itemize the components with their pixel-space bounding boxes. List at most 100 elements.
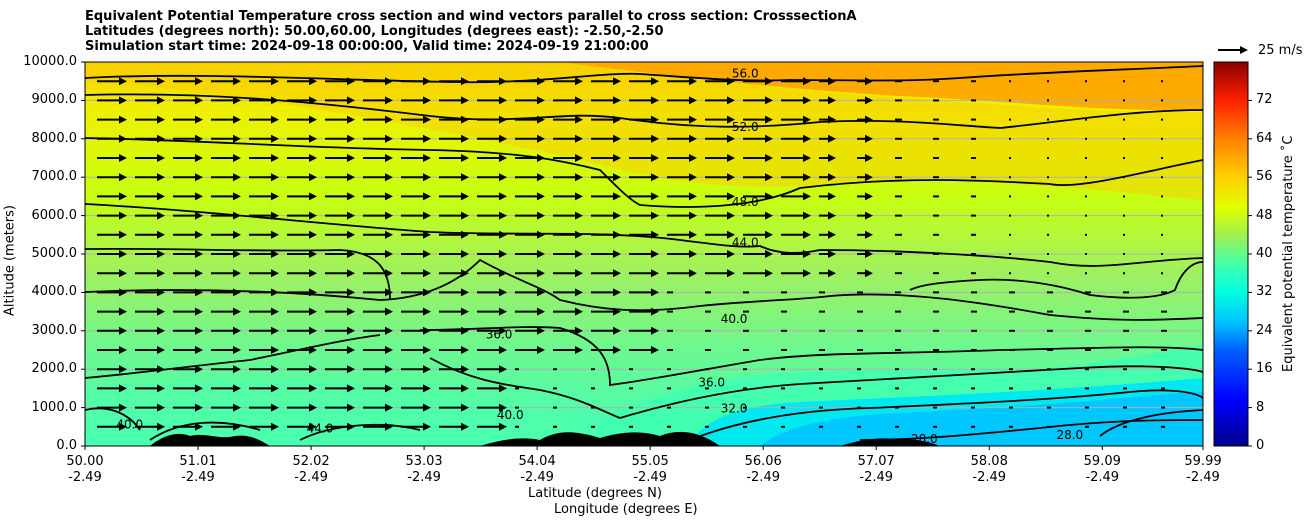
wind-arrow — [135, 403, 165, 412]
colorbar-tick-label: 40 — [1256, 246, 1273, 261]
wind-arrow — [211, 269, 241, 278]
wind-arrow — [439, 154, 469, 162]
wind-arrow — [553, 288, 583, 297]
wind-arrow — [439, 173, 469, 182]
wind-arrow — [287, 403, 317, 412]
wind-arrow — [705, 192, 735, 201]
y-tick-label: 4000.0 — [31, 284, 78, 300]
wind-arrow — [325, 192, 355, 201]
wind-arrow — [211, 154, 241, 162]
wind-arrow — [477, 384, 507, 393]
wind-arrow — [477, 173, 507, 182]
x-tick-lon: -2.49 — [407, 470, 441, 485]
quiver-key-arrow-head — [1240, 46, 1248, 54]
wind-arrow — [249, 365, 279, 374]
wind-arrow — [667, 115, 697, 124]
wind-arrow — [249, 384, 279, 393]
contour-label: 44.0 — [732, 235, 759, 249]
x-tick-label: 59.99 -2.49 — [1173, 454, 1233, 486]
contour-label: 32.0 — [721, 402, 748, 416]
wind-arrow — [705, 269, 735, 278]
wind-arrow — [173, 346, 203, 354]
x-tick-lat: 57.07 — [857, 454, 895, 469]
wind-arrow — [439, 96, 469, 105]
wind-arrow — [363, 365, 393, 374]
wind-arrow — [591, 77, 621, 86]
wind-arrow — [591, 250, 621, 258]
wind-arrow — [97, 250, 127, 258]
wind-arrow — [629, 134, 659, 143]
wind-arrow — [705, 230, 735, 239]
wind-arrow — [287, 134, 317, 143]
wind-arrow — [211, 173, 241, 182]
wind-arrow — [477, 154, 507, 162]
wind-arrow — [325, 230, 355, 239]
x-tick-lat: 54.04 — [518, 454, 556, 469]
wind-arrow — [515, 346, 545, 354]
wind-arrow — [705, 134, 735, 143]
wind-arrow — [363, 307, 393, 316]
wind-arrow — [401, 384, 431, 393]
wind-arrow — [667, 173, 697, 182]
wind-arrow — [819, 211, 836, 220]
wind-arrow — [401, 192, 431, 201]
x-tick-label: 58.08 -2.49 — [959, 454, 1019, 486]
x-tick-lat: 50.00 — [66, 454, 104, 469]
colorbar-tick-label: 32 — [1256, 284, 1273, 300]
wind-arrow — [819, 134, 836, 143]
wind-arrow — [287, 269, 317, 278]
wind-arrow — [287, 230, 317, 239]
wind-arrow — [401, 365, 431, 374]
wind-arrow — [781, 211, 811, 220]
wind-arrow — [173, 77, 203, 86]
wind-arrow — [401, 96, 431, 105]
x-tick-lon: -2.49 — [1085, 470, 1120, 485]
wind-arrow — [363, 269, 393, 278]
x-tick-lat: 53.03 — [405, 454, 443, 469]
wind-arrow — [97, 422, 127, 431]
wind-arrow — [249, 154, 279, 162]
wind-arrow — [477, 326, 507, 335]
wind-arrow — [591, 326, 621, 335]
contour-labels: 56.0 52.0 48.0 44.0 40.0 36.0 32.0 28.0 28.0 36.0… — [116, 66, 1083, 446]
wind-arrow — [781, 115, 811, 124]
wind-arrow — [667, 154, 697, 162]
x-tick-lon: -2.49 — [68, 470, 102, 485]
wind-arrow — [819, 77, 836, 86]
wind-arrow — [743, 134, 773, 143]
wind-arrow — [743, 211, 773, 220]
x-tick-lat: 59.09 — [1083, 454, 1121, 469]
wind-arrow — [363, 250, 393, 258]
wind-arrow — [287, 154, 317, 162]
wind-arrow — [743, 269, 773, 278]
wind-arrow — [173, 96, 203, 105]
wind-arrow — [781, 96, 811, 105]
wind-arrow — [591, 96, 621, 105]
wind-arrow — [135, 230, 165, 239]
wind-arrow — [211, 365, 241, 374]
wind-arrow — [287, 115, 317, 124]
wind-arrow — [743, 115, 773, 124]
wind-arrow — [857, 211, 873, 220]
wind-arrow — [515, 96, 545, 105]
wind-arrow — [363, 403, 393, 412]
wind-arrow — [781, 192, 811, 201]
wind-arrow — [439, 250, 469, 258]
warm-top-region — [560, 62, 1203, 111]
wind-arrow — [211, 307, 241, 316]
wind-arrow — [211, 77, 241, 86]
wind-arrow — [857, 230, 873, 239]
wind-arrow — [553, 192, 583, 201]
quiver-key-label: 25 m/s — [1258, 43, 1303, 58]
wind-arrow — [287, 422, 317, 431]
wind-arrow — [857, 192, 873, 201]
contour-40 — [85, 258, 1203, 321]
wind-arrow — [667, 230, 697, 239]
wind-arrow — [211, 96, 241, 105]
wind-arrow — [287, 77, 317, 86]
wind-arrow — [477, 250, 507, 258]
wind-arrow — [819, 192, 836, 201]
wind-arrow — [325, 96, 355, 105]
x-tick-label: 55.05 -2.49 — [620, 454, 680, 486]
wind-arrow — [249, 422, 279, 431]
